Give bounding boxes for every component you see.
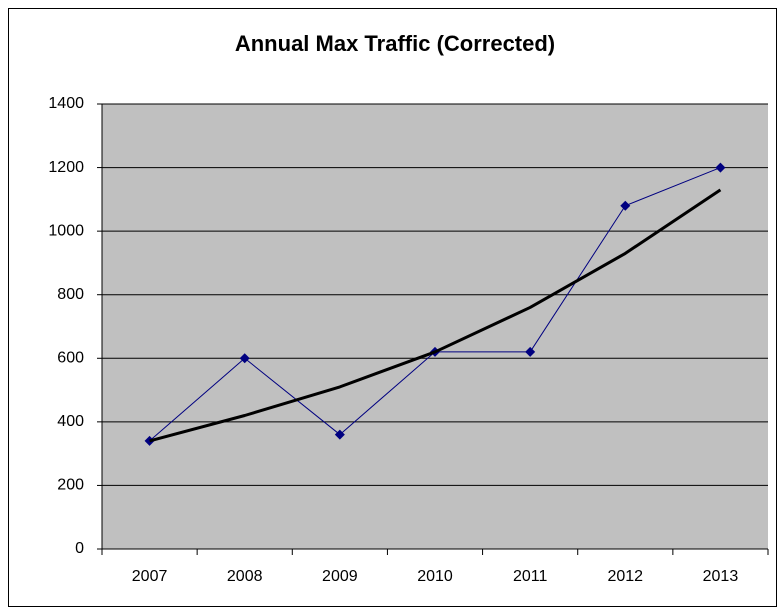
- marker: [620, 200, 631, 211]
- x-tick-label: 2012: [607, 568, 643, 585]
- marker: [334, 429, 345, 440]
- plot-area: [102, 104, 768, 549]
- chart-title: Annual Max Traffic (Corrected): [235, 31, 555, 56]
- x-tick-label: 2013: [703, 568, 739, 585]
- x-tick-label: 2010: [417, 568, 453, 585]
- y-tick-label: 400: [57, 413, 84, 430]
- marker: [239, 353, 250, 364]
- y-tick-label: 0: [75, 540, 84, 557]
- x-tick-label: 2008: [227, 568, 263, 585]
- y-tick-label: 600: [57, 350, 84, 367]
- marker: [715, 162, 726, 173]
- y-tick-label: 800: [57, 286, 84, 303]
- x-tick-label: 2007: [132, 568, 168, 585]
- trend-line: [149, 188, 722, 443]
- x-tick-label: 2009: [322, 568, 358, 585]
- y-tick-label: 1400: [48, 95, 84, 112]
- y-tick-label: 1200: [48, 159, 84, 176]
- y-tick-label: 1000: [48, 222, 84, 239]
- x-tick-label: 2011: [513, 568, 548, 585]
- y-tick-label: 200: [57, 477, 84, 494]
- marker: [525, 346, 536, 357]
